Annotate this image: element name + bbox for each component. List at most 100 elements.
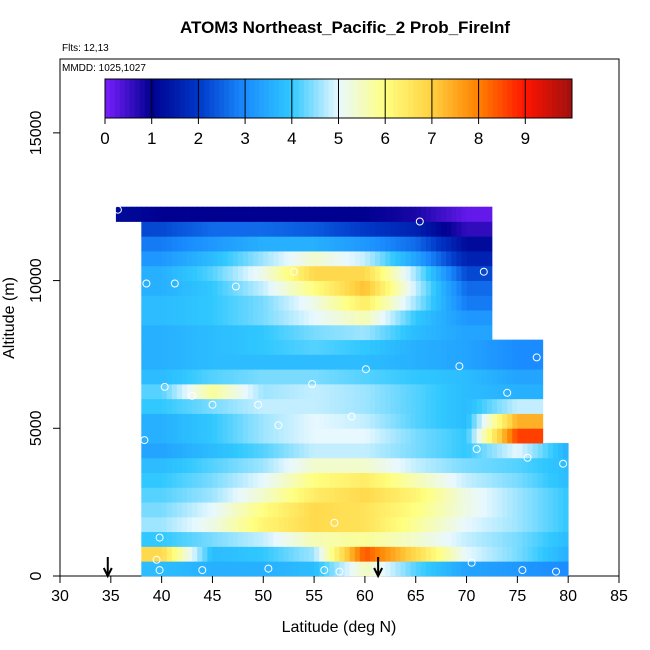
heatmap-cell (161, 369, 168, 385)
heatmap-cell (507, 369, 513, 385)
heatmap-cell (400, 428, 406, 444)
heatmap-cell (410, 295, 417, 311)
heatmap-cell (309, 413, 315, 429)
heatmap-cell (385, 354, 391, 370)
heatmap-cell (278, 413, 284, 429)
heatmap-cell (395, 265, 401, 281)
colorbar-segment (547, 79, 553, 118)
heatmap-cell (141, 310, 147, 326)
heatmap-cell (390, 206, 396, 222)
heatmap-cell (563, 546, 569, 562)
heatmap-cell (339, 443, 345, 459)
heatmap-cell (166, 251, 173, 267)
sample-point (415, 217, 424, 226)
heatmap-cell (359, 265, 366, 281)
heatmap-cell (354, 369, 361, 385)
colorbar-tick-label: 3 (240, 129, 249, 148)
heatmap-cell (491, 443, 498, 459)
heatmap-cell (263, 280, 269, 296)
heatmap-cell (537, 457, 544, 473)
heatmap-cell (456, 398, 462, 414)
heatmap-cell (242, 354, 249, 370)
heatmap-cell (237, 502, 244, 518)
heatmap-cell (405, 457, 412, 473)
heatmap-cell (486, 531, 493, 547)
heatmap-cell (268, 472, 274, 488)
heatmap-cell (141, 339, 147, 355)
heatmap-cell (278, 236, 284, 252)
heatmap-cell (166, 516, 173, 533)
heatmap-cell (359, 487, 366, 503)
heatmap-cell (303, 516, 310, 533)
heatmap-cell (364, 472, 371, 488)
heatmap-cell (202, 413, 208, 429)
heatmap-cell (146, 531, 152, 547)
heatmap-cell (481, 502, 488, 518)
heatmap-cell (181, 221, 188, 237)
heatmap-cell (293, 443, 300, 459)
heatmap-cell (430, 251, 437, 267)
heatmap-cell (369, 383, 376, 400)
heatmap-cell (486, 413, 493, 429)
colorbar-segment (254, 79, 260, 118)
heatmap-cell (258, 561, 264, 577)
heatmap-cell (425, 236, 432, 252)
heatmap-cell (461, 280, 467, 296)
heatmap-cell (258, 324, 264, 341)
heatmap-cell (207, 251, 213, 267)
heatmap-cell (161, 354, 168, 370)
heatmap-cell (451, 443, 457, 459)
heatmap-cell (354, 472, 361, 488)
heatmap-cell (481, 251, 488, 267)
heatmap-cell (344, 516, 351, 533)
heatmap-cell (293, 251, 300, 267)
heatmap-cell (395, 221, 401, 237)
heatmap-cell (283, 369, 290, 385)
heatmap-cell (512, 354, 518, 370)
heatmap-cell (242, 472, 249, 488)
sample-points-layer (113, 205, 568, 576)
heatmap-cell (395, 428, 401, 444)
heatmap-cell (146, 265, 152, 281)
y-axis-label: Altitude (m) (1, 277, 18, 359)
heatmap-cell (542, 531, 549, 547)
heatmap-cell (380, 516, 386, 533)
heatmap-cell (268, 251, 274, 267)
heatmap-cell (258, 295, 264, 311)
heatmap-cell (319, 516, 325, 533)
heatmap-cell (461, 369, 467, 385)
heatmap-cell (344, 206, 351, 222)
heatmap-cell (522, 428, 528, 444)
heatmap-cell (354, 354, 361, 370)
heatmap-cell (273, 354, 279, 370)
heatmap-cell (436, 206, 442, 222)
heatmap-cell (380, 383, 386, 400)
heatmap-cell (258, 516, 264, 533)
heatmap-cell (232, 354, 239, 370)
heatmap-cell (395, 295, 401, 311)
heatmap-cell (278, 516, 284, 533)
heatmap-cell (420, 487, 427, 503)
heatmap-cell (390, 561, 396, 577)
heatmap-cell (176, 236, 183, 252)
heatmap-cell (212, 531, 218, 547)
heatmap-cell (283, 428, 290, 444)
heatmap-cell (390, 413, 396, 429)
heatmap-cell (537, 443, 544, 459)
heatmap-cell (400, 516, 406, 533)
heatmap-cell (303, 546, 310, 562)
heatmap-cell (324, 487, 330, 503)
heatmap-cell (263, 339, 269, 355)
heatmap-cell (359, 369, 366, 385)
heatmap-cell (187, 398, 193, 414)
heatmap-cell (486, 354, 493, 370)
heatmap-cell (166, 324, 173, 341)
heatmap-cell (298, 221, 305, 237)
heatmap-cell (405, 310, 412, 326)
heatmap-cell (146, 206, 152, 222)
heatmap-cell (436, 354, 442, 370)
heatmap-cell (512, 339, 518, 355)
heatmap-cell (242, 398, 249, 414)
heatmap-cell (359, 443, 366, 459)
heatmap-cell (319, 324, 325, 341)
